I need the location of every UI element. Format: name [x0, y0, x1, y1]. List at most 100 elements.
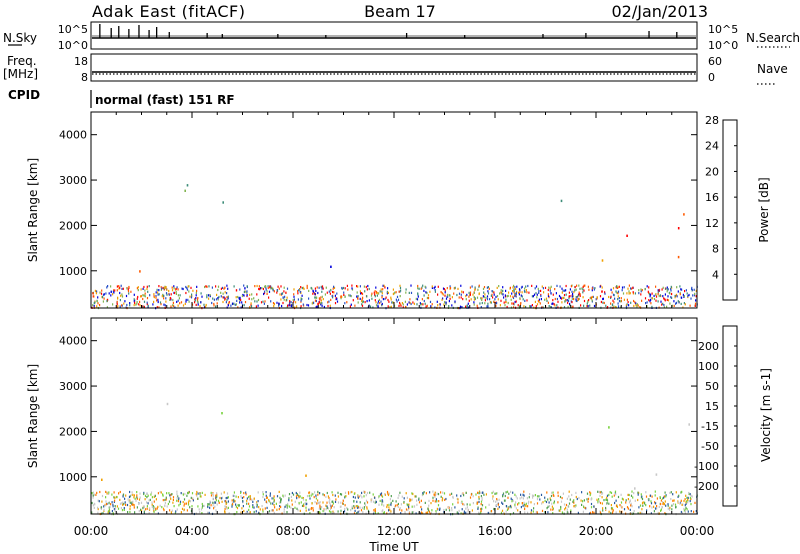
data-cell	[638, 491, 640, 494]
data-cell	[170, 497, 172, 500]
data-cell	[310, 286, 312, 290]
data-cell	[690, 503, 692, 506]
data-cell	[210, 491, 212, 494]
data-cell	[560, 199, 563, 203]
data-cell	[273, 511, 275, 514]
data-cell	[246, 499, 248, 502]
data-cell	[138, 510, 140, 513]
data-cell	[236, 511, 238, 514]
data-cell	[650, 500, 652, 503]
data-cell	[415, 495, 417, 498]
data-cell	[388, 506, 390, 509]
data-cell	[521, 285, 523, 288]
data-cell	[593, 511, 595, 514]
data-cell	[305, 506, 307, 509]
data-cell	[430, 305, 432, 308]
data-cell	[182, 287, 184, 291]
data-cell	[627, 493, 629, 496]
data-cell	[121, 287, 123, 290]
data-cell	[660, 300, 662, 303]
data-cell	[197, 497, 199, 500]
data-cell	[567, 299, 570, 303]
data-cell	[461, 306, 463, 309]
data-cell	[504, 304, 506, 307]
data-cell	[347, 508, 349, 511]
data-cell	[446, 295, 448, 298]
data-cell	[560, 507, 562, 510]
data-cell	[428, 510, 430, 513]
data-cell	[343, 293, 345, 296]
data-cell	[613, 305, 615, 308]
data-cell	[351, 505, 353, 508]
data-cell	[245, 512, 247, 515]
data-cell	[226, 284, 228, 287]
data-cell	[611, 291, 613, 294]
data-cell	[221, 496, 223, 499]
data-cell	[514, 493, 516, 496]
data-cell	[532, 510, 534, 513]
data-cell	[396, 504, 398, 507]
data-cell	[641, 511, 643, 514]
data-cell	[445, 497, 447, 501]
data-cell	[465, 507, 467, 510]
data-cell	[306, 502, 308, 505]
data-cell	[399, 301, 401, 305]
data-cell	[536, 293, 538, 296]
colorbar-tick-label: 24	[705, 140, 719, 153]
data-cell	[569, 295, 571, 298]
data-cell	[666, 286, 668, 289]
data-cell	[346, 284, 348, 287]
data-cell	[227, 496, 229, 499]
data-cell	[380, 300, 382, 303]
data-cell	[308, 491, 310, 494]
data-cell	[287, 304, 289, 307]
data-cell	[233, 500, 235, 503]
data-cell	[305, 474, 307, 477]
data-cell	[371, 297, 373, 300]
data-cell	[395, 500, 397, 503]
data-cell	[245, 491, 247, 494]
data-cell	[313, 301, 315, 304]
data-cell	[454, 506, 456, 509]
data-cell	[463, 494, 465, 497]
data-cell	[612, 509, 614, 512]
data-cell	[482, 491, 484, 494]
data-cell	[607, 306, 609, 309]
data-cell	[237, 306, 239, 309]
data-cell	[667, 288, 669, 291]
data-cell	[226, 296, 228, 299]
data-cell	[378, 503, 380, 506]
data-cell	[640, 293, 642, 296]
data-cell	[567, 305, 569, 309]
data-cell	[456, 293, 458, 297]
data-cell	[644, 297, 647, 300]
data-cell	[417, 293, 419, 296]
data-cell	[356, 295, 358, 298]
data-cell	[326, 506, 328, 510]
data-cell	[547, 511, 549, 514]
data-cell	[251, 293, 253, 296]
data-cell	[423, 491, 425, 494]
data-cell	[589, 297, 591, 300]
data-cell	[117, 304, 119, 308]
data-cell	[474, 286, 476, 289]
data-cell	[680, 499, 682, 502]
data-cell	[344, 495, 346, 498]
data-cell	[167, 502, 169, 506]
data-cell	[480, 509, 482, 513]
data-cell	[258, 506, 260, 509]
data-cell	[605, 506, 607, 510]
data-cell	[550, 285, 552, 288]
data-cell	[422, 303, 424, 306]
data-cell	[216, 492, 218, 495]
data-cell	[500, 289, 502, 292]
data-cell	[586, 305, 588, 308]
data-cell	[223, 296, 225, 299]
data-cell	[248, 511, 250, 514]
data-cell	[437, 492, 439, 495]
data-cell	[144, 494, 147, 497]
data-cell	[664, 293, 666, 296]
data-cell	[291, 503, 293, 506]
data-cell	[358, 510, 360, 513]
